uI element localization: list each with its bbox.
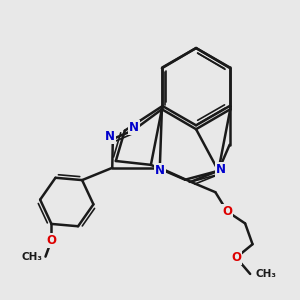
Text: N: N <box>155 164 165 177</box>
Text: O: O <box>46 234 56 247</box>
Text: O: O <box>222 205 232 218</box>
Text: N: N <box>216 163 226 176</box>
Text: CH₃: CH₃ <box>22 252 43 262</box>
Text: O: O <box>231 251 241 264</box>
Text: N: N <box>129 121 139 134</box>
Text: N: N <box>105 130 115 143</box>
Text: CH₃: CH₃ <box>256 269 277 279</box>
